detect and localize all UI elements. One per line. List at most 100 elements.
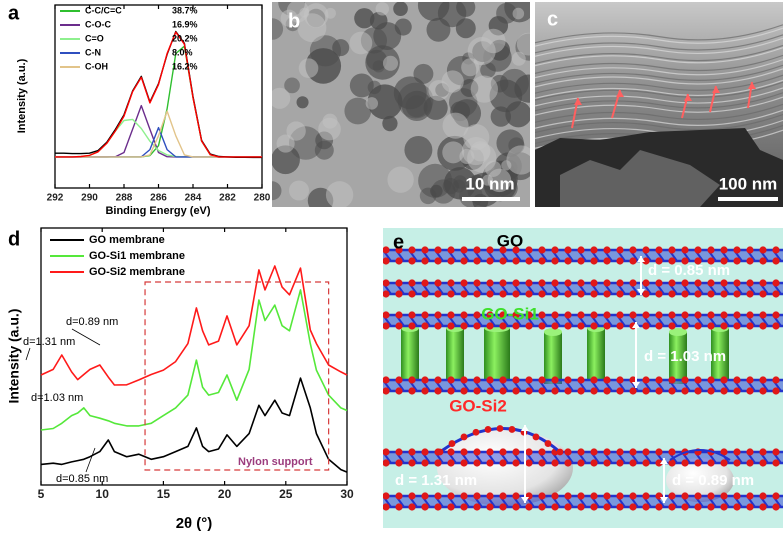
atom — [499, 257, 507, 265]
spacing-label: d = 1.31 nm — [395, 472, 477, 489]
silica-pillar — [669, 332, 687, 384]
annotation: Nylon support — [238, 456, 313, 468]
particle — [309, 35, 342, 67]
atom — [434, 279, 442, 287]
atom — [772, 448, 780, 456]
light-region — [276, 134, 295, 153]
particle — [272, 145, 300, 175]
atom — [512, 311, 520, 319]
atom — [616, 376, 624, 384]
particle — [505, 101, 530, 128]
atom — [551, 311, 559, 319]
atom — [746, 492, 754, 500]
panel-label: b — [288, 10, 300, 32]
silica-pillar — [587, 328, 605, 380]
atom — [508, 426, 516, 433]
atom — [655, 448, 663, 456]
atom — [472, 428, 480, 436]
atom — [512, 459, 520, 467]
cavity-edge — [560, 150, 720, 207]
atom — [577, 257, 585, 265]
atom — [383, 376, 390, 384]
light-region — [442, 141, 465, 164]
panel-label: c — [547, 8, 558, 30]
atom — [746, 311, 754, 319]
particle — [272, 18, 284, 40]
atom — [473, 376, 481, 384]
atom — [473, 279, 481, 287]
atom — [642, 448, 650, 456]
atom — [564, 448, 572, 456]
atom — [460, 257, 468, 265]
atom — [434, 322, 442, 330]
atom — [512, 322, 520, 330]
atom — [720, 448, 728, 456]
atom — [383, 448, 390, 456]
support-region — [144, 281, 330, 471]
atom — [772, 311, 780, 319]
atom — [707, 279, 715, 287]
atom — [616, 459, 624, 467]
atom — [577, 311, 585, 319]
atom — [383, 503, 390, 511]
atom — [512, 387, 520, 395]
x-axis-label: 2θ (°) — [176, 515, 213, 532]
plot-frame — [40, 227, 348, 486]
atom — [577, 290, 585, 298]
silica-pillar — [711, 328, 729, 380]
atom — [421, 311, 429, 319]
atom — [603, 387, 611, 395]
atom — [421, 503, 429, 511]
silica-pillar — [446, 328, 464, 380]
x-tick-label: 284 — [185, 193, 202, 204]
particle — [349, 73, 374, 98]
atom — [538, 311, 546, 319]
overlay: 292 290 288 286 284 282 280 Binding Energy (eV)… — [6, 2, 778, 532]
atom — [447, 387, 455, 395]
atom — [733, 376, 741, 384]
atom — [616, 503, 624, 511]
light-region — [375, 2, 390, 16]
particle — [514, 74, 530, 103]
atom — [512, 290, 520, 298]
annotation: d=0.89 nm — [66, 316, 118, 328]
atom — [460, 279, 468, 287]
particle — [296, 96, 309, 109]
atom — [564, 459, 572, 467]
atom — [395, 376, 403, 384]
atom — [421, 376, 429, 384]
atom — [629, 279, 637, 287]
atom — [772, 503, 780, 511]
atom — [655, 376, 663, 384]
atom — [551, 387, 559, 395]
atom — [525, 322, 533, 330]
atom — [668, 290, 676, 298]
atom — [460, 492, 468, 500]
x-axis-label: Binding Energy (eV) — [105, 205, 210, 217]
atom — [590, 246, 598, 254]
pillar-top — [544, 328, 562, 336]
atom — [564, 503, 572, 511]
atom — [434, 246, 442, 254]
atom — [759, 290, 767, 298]
layer-stripe — [535, 47, 783, 67]
atom — [720, 492, 728, 500]
atom — [383, 279, 390, 287]
atom — [512, 503, 520, 511]
particle — [394, 18, 412, 36]
atom — [383, 257, 390, 265]
atom — [681, 257, 689, 265]
light-region — [428, 79, 450, 101]
atom — [707, 322, 715, 330]
atom — [538, 246, 546, 254]
atom — [616, 311, 624, 319]
layer-label: GO — [497, 231, 523, 250]
atom — [590, 257, 598, 265]
atom — [629, 376, 637, 384]
atom — [772, 322, 780, 330]
atom — [772, 257, 780, 265]
atom — [383, 322, 390, 330]
atom — [655, 459, 663, 467]
layer-stripe — [535, 24, 783, 44]
silica-sphere — [666, 458, 734, 502]
